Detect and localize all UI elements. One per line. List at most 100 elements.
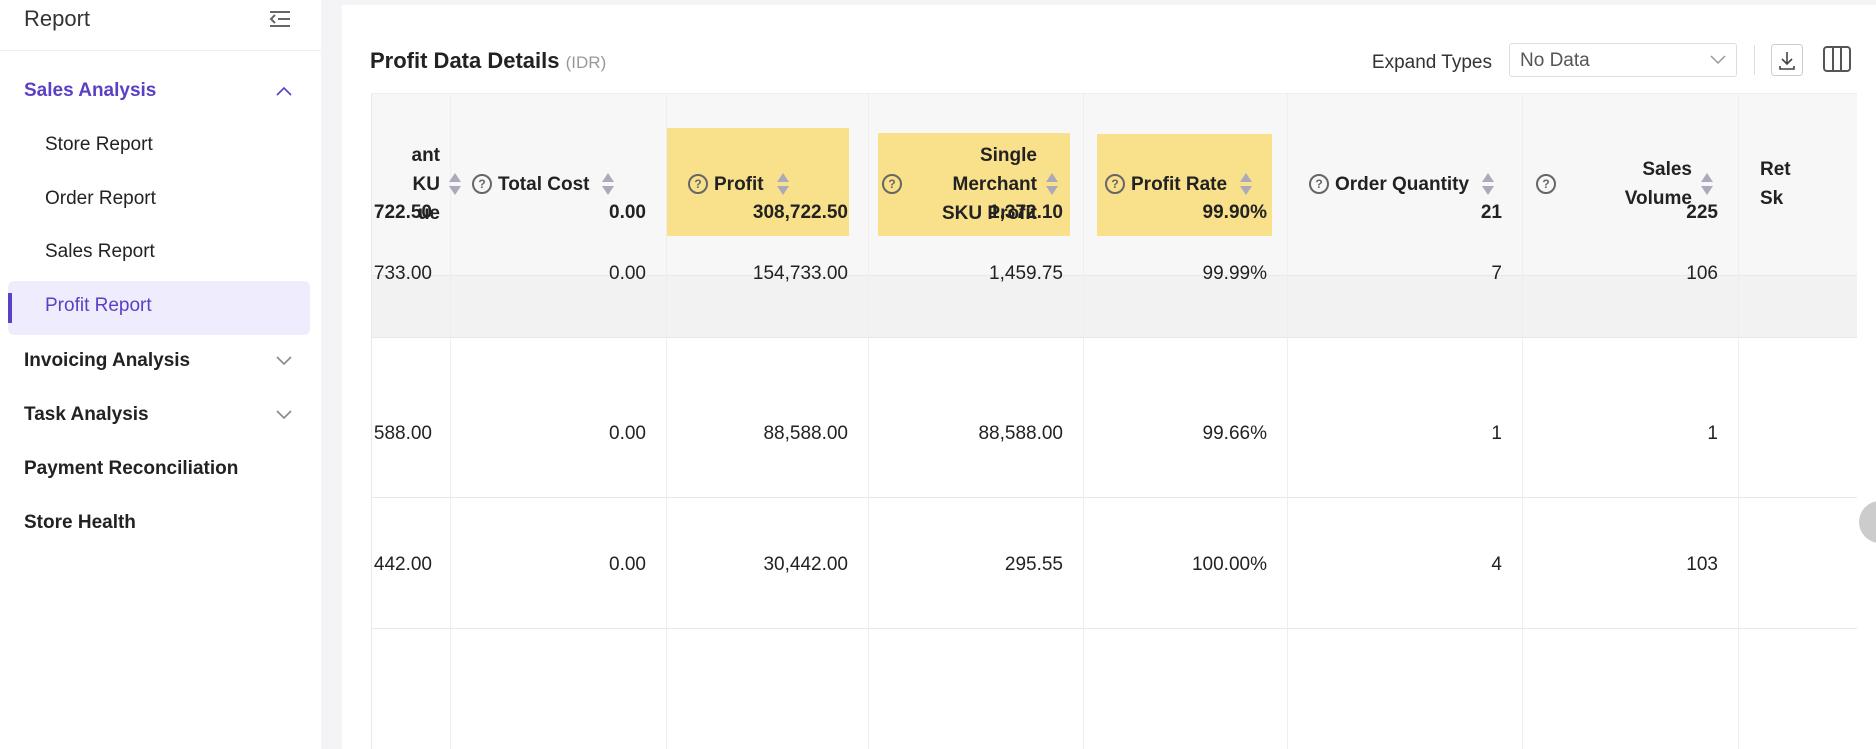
highlight	[1097, 134, 1272, 236]
cell: 0.00	[609, 263, 646, 284]
header-text: ue	[417, 202, 440, 224]
cell: 21	[1480, 202, 1502, 223]
header-text: Total Cost	[498, 173, 590, 195]
highlight	[878, 133, 1070, 236]
column-border	[868, 93, 869, 749]
panel: Profit Data Details (IDR) Expand Types N…	[342, 5, 1876, 749]
menu-item[interactable]: Payment Reconciliation	[24, 458, 239, 479]
column-header: Single Merchant SKU Profit	[942, 141, 1037, 228]
cell: 733.00	[373, 263, 432, 284]
submenu-item[interactable]: Profit Report	[45, 295, 152, 316]
submenu-item[interactable]: Sales Report	[45, 241, 155, 262]
cell: 99.99%	[1202, 263, 1267, 284]
column-header: ant KU ue	[412, 141, 441, 228]
collapse-icon[interactable]	[268, 9, 292, 29]
columns-button[interactable]	[1822, 44, 1852, 74]
divider	[0, 50, 321, 51]
column-border	[1738, 93, 1739, 749]
cell: 99.90%	[1202, 202, 1267, 223]
cell: 88,588.00	[763, 423, 848, 444]
active-bar	[8, 293, 12, 323]
sort-icon[interactable]	[776, 172, 790, 196]
separator	[1754, 45, 1755, 75]
sort-icon[interactable]	[601, 172, 615, 196]
chevron	[276, 356, 292, 366]
cell: 225	[1686, 202, 1718, 223]
chevron	[1710, 55, 1726, 65]
chevron	[276, 86, 292, 96]
column-header: Order Quantity	[1335, 170, 1469, 199]
cell: 0.00	[609, 423, 646, 444]
expand-label: Expand Types	[1371, 52, 1492, 73]
cell: 722.50	[373, 202, 432, 223]
column-header: Profit	[714, 170, 764, 199]
cell: 7	[1491, 263, 1502, 284]
column-header: Total Cost	[498, 170, 589, 199]
menu-item[interactable]: Store Health	[24, 512, 136, 533]
help-icon: ?	[1309, 174, 1329, 194]
table: ant KU ue Total Cost? Profit? Single Merchant S…	[371, 93, 1857, 749]
cell: 295.55	[1004, 554, 1063, 575]
column-header: Sales Volume	[1625, 155, 1692, 213]
cell: 103	[1686, 554, 1718, 575]
cell: 154,733.00	[752, 263, 848, 284]
row-border	[372, 337, 1857, 338]
cell: 0.00	[609, 554, 646, 575]
header-text: Merchant	[952, 173, 1037, 195]
cell: 0.00	[609, 202, 646, 223]
title: Profit Data Details	[370, 48, 560, 73]
cell: 1,372.10	[989, 202, 1063, 223]
header-text: KU	[412, 173, 440, 195]
submenu-item[interactable]: Order Report	[45, 188, 156, 209]
sort-icon[interactable]	[1481, 172, 1495, 196]
cell: 1,459.75	[989, 263, 1063, 284]
sort-icon[interactable]	[448, 172, 462, 196]
column-border	[1287, 93, 1288, 749]
cell: 1	[1707, 423, 1718, 444]
row-border	[372, 497, 1857, 498]
cell: 106	[1686, 263, 1718, 284]
cell: 1	[1491, 423, 1502, 444]
cell: 4	[1491, 554, 1502, 575]
help-icon: ?	[688, 174, 708, 194]
header-text: Profit Rate	[1131, 173, 1228, 195]
sort-icon[interactable]	[1239, 172, 1253, 196]
column-border	[1522, 93, 1523, 749]
help-icon: ?	[1105, 174, 1125, 194]
sort-icon[interactable]	[1045, 172, 1059, 196]
menu-item[interactable]: Invoicing Analysis	[24, 350, 191, 371]
submenu-item[interactable]: Store Report	[45, 134, 153, 155]
header-text: Volume	[1624, 188, 1692, 209]
header-text: Profit	[714, 173, 764, 195]
chevron	[276, 410, 292, 420]
download-button[interactable]	[1771, 44, 1803, 76]
scroll-handle[interactable]	[1858, 500, 1876, 544]
sidebar-title: Report	[24, 6, 91, 31]
row-border	[372, 275, 1857, 276]
cell: 88,588.00	[978, 423, 1063, 444]
header-text: Single	[979, 144, 1037, 166]
header-text: ant	[411, 144, 441, 166]
column-border	[450, 93, 451, 749]
header-text: Ret	[1760, 159, 1791, 180]
column-header: Profit Rate	[1131, 170, 1227, 199]
help-icon: ?	[1536, 174, 1556, 194]
cell: 308,722.50	[752, 202, 848, 223]
currency: (IDR)	[565, 53, 607, 72]
menu-item[interactable]: Sales Analysis	[24, 80, 157, 101]
panel-title: Profit Data Details (IDR)	[370, 48, 606, 74]
row-border	[372, 628, 1857, 629]
select[interactable]: No Data	[1509, 43, 1737, 77]
menu-item[interactable]: Task Analysis	[24, 404, 149, 425]
active-bg	[8, 281, 310, 335]
sort-icon[interactable]	[1700, 172, 1714, 196]
cell: 100.00%	[1191, 554, 1267, 575]
summary-row	[372, 275, 1857, 337]
help-icon: ?	[472, 174, 492, 194]
column-border	[666, 93, 667, 749]
header-text: Sales	[1642, 159, 1692, 180]
cell: 99.66%	[1202, 423, 1267, 444]
select-value: No Data	[1520, 50, 1590, 71]
cell: 442.00	[373, 554, 432, 575]
